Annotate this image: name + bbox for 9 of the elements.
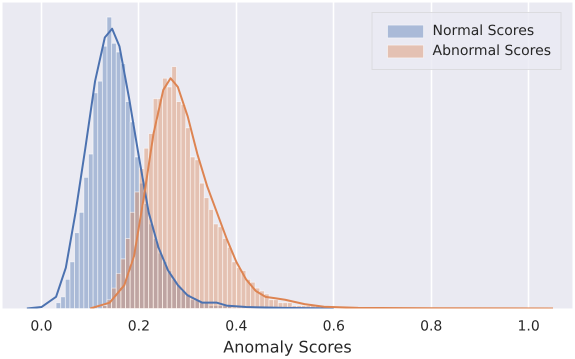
x-tick-label: 0.6 — [322, 318, 346, 334]
x-tick-label: 0.4 — [225, 318, 248, 334]
x-tick-label: 0.8 — [420, 318, 442, 334]
x-tick-label: 1.0 — [518, 318, 540, 334]
legend-label: Normal Scores — [432, 23, 534, 39]
x-tick-label: 0.0 — [30, 318, 53, 334]
legend-label: Abnormal Scores — [432, 43, 551, 59]
x-axis-title: Anomaly Scores — [223, 338, 352, 356]
x-tick-label: 0.2 — [128, 318, 150, 334]
